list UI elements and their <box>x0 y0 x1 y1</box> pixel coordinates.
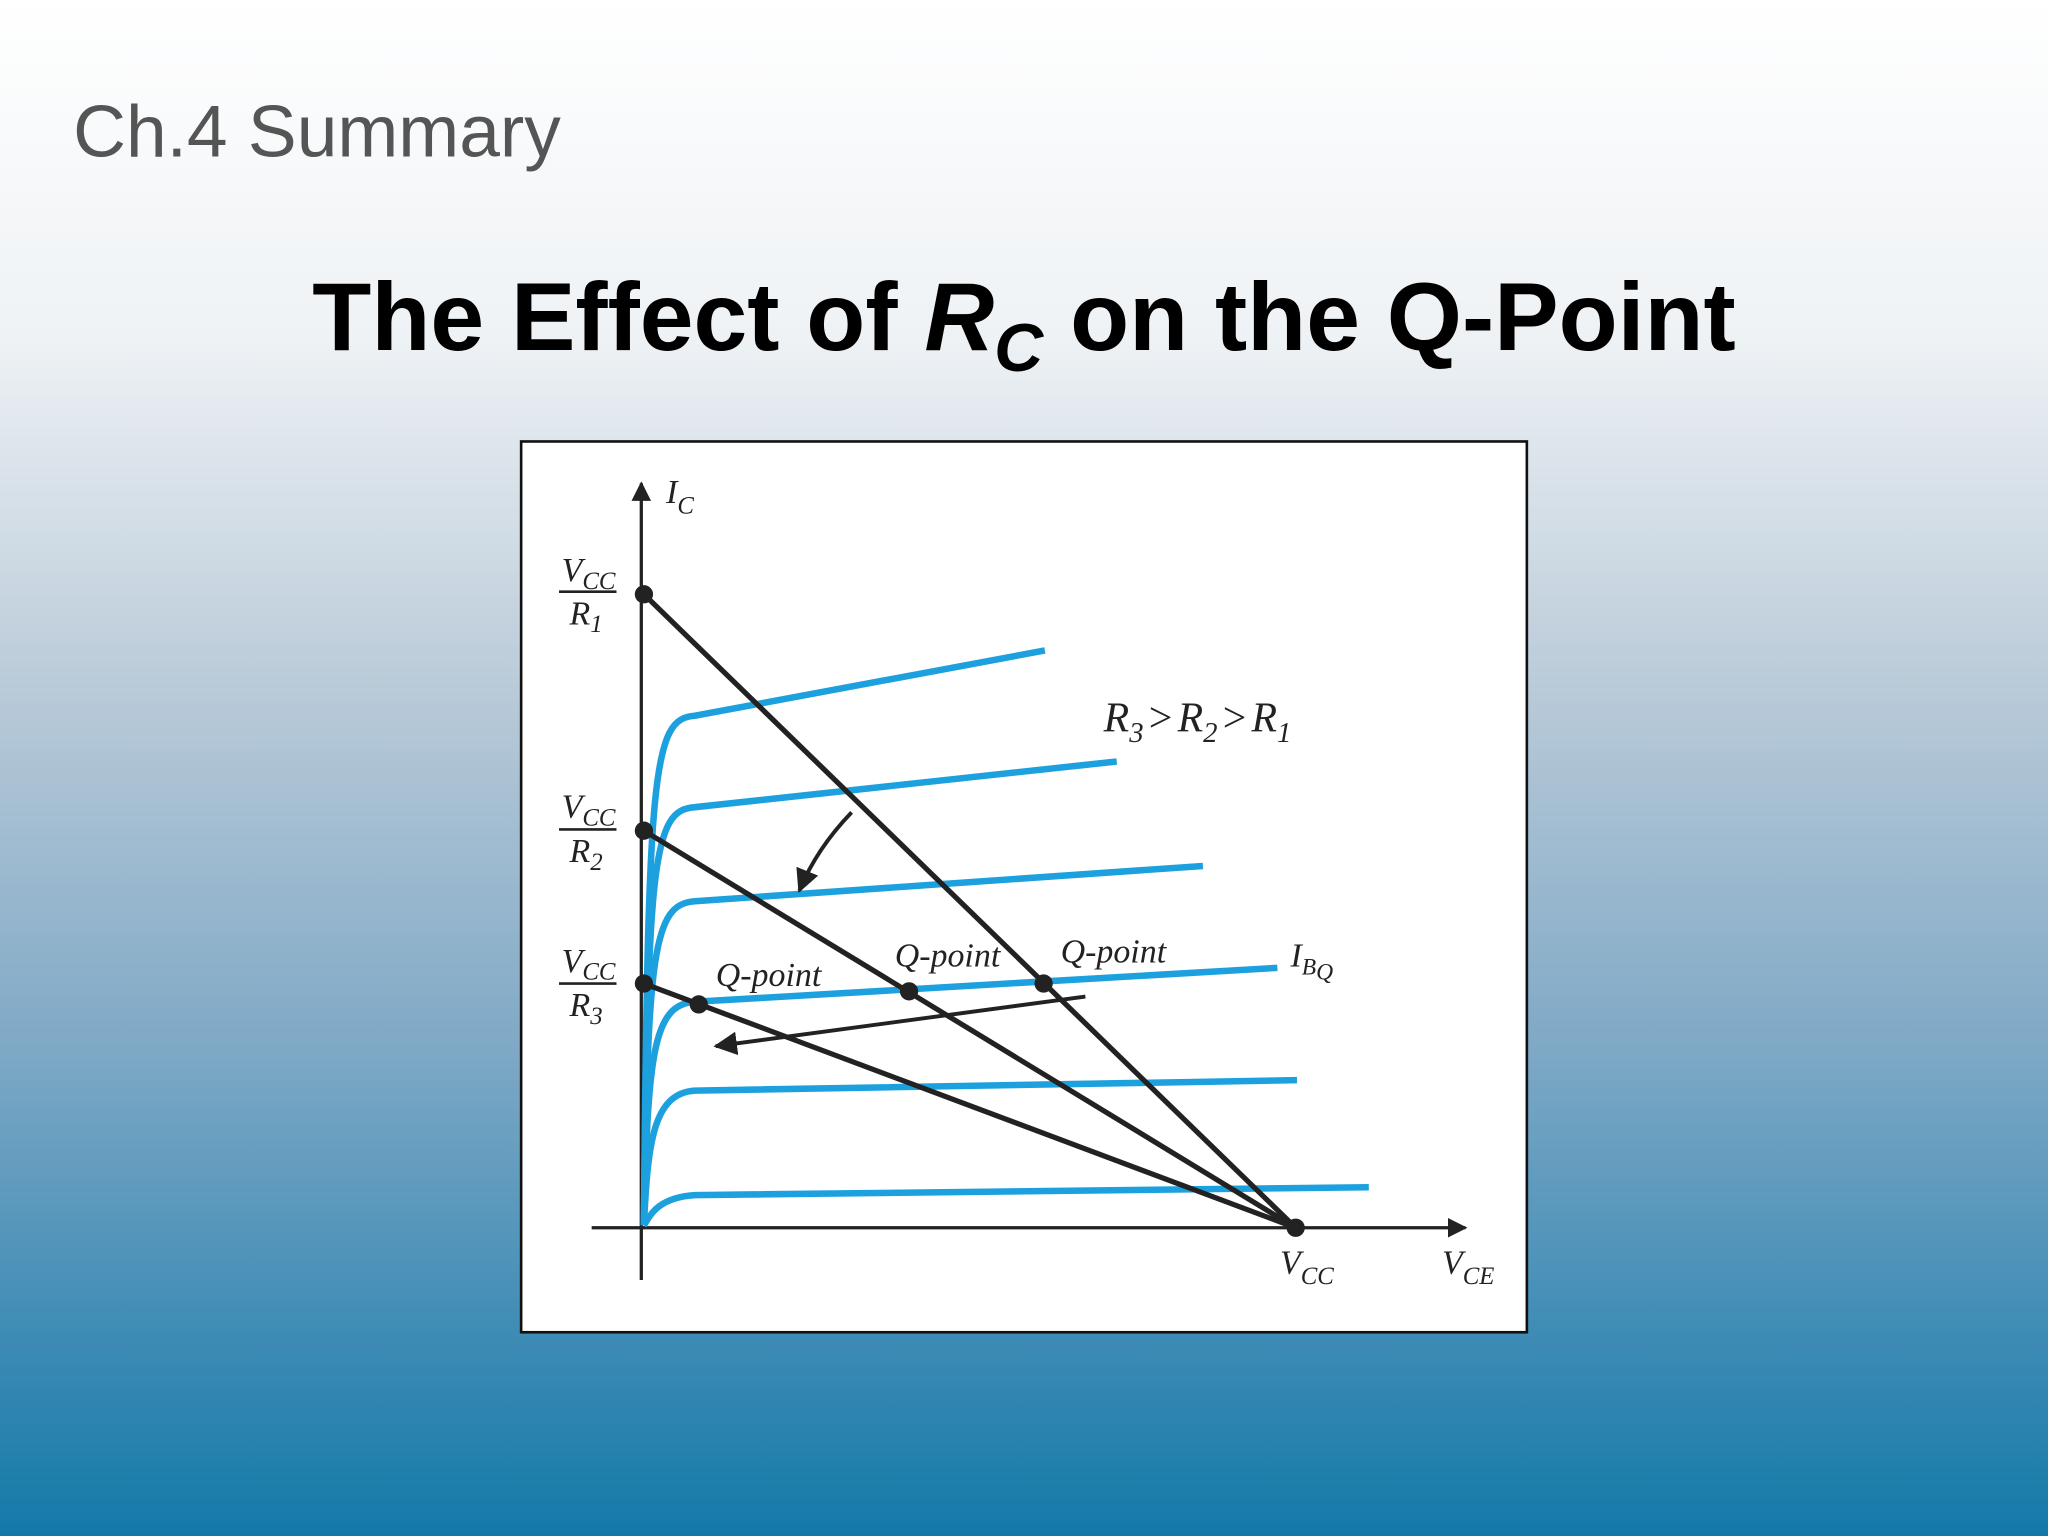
subscript: 3 <box>589 1003 602 1030</box>
symbol: R <box>1251 695 1278 741</box>
symbol: V <box>1280 1244 1304 1281</box>
operator: > <box>1149 695 1173 741</box>
symbol: V <box>562 943 586 980</box>
subscript: 2 <box>1203 717 1217 749</box>
x-axis-label: VCE <box>1442 1244 1494 1289</box>
vcc-label: VCC <box>1280 1244 1334 1289</box>
operator: > <box>1223 695 1247 741</box>
subscript: 1 <box>1277 717 1291 749</box>
load-line <box>642 828 1298 1230</box>
symbol: R <box>568 833 590 870</box>
y-axis-label: IC <box>665 474 694 519</box>
fraction: VCC R2 <box>559 789 617 876</box>
shift-arrow <box>713 994 1086 1056</box>
rotation-arrow <box>796 811 854 893</box>
title-symbol: R <box>924 264 994 371</box>
load-lines <box>642 592 1298 1231</box>
symbol: V <box>562 552 586 589</box>
svg-text:VCC: VCC <box>562 789 616 832</box>
subscript: 1 <box>590 611 602 638</box>
q-point-label: Q-point <box>1061 934 1168 971</box>
subscript: CC <box>1301 1263 1335 1290</box>
ibq-label: IBQ <box>1289 938 1333 986</box>
symbol: R <box>568 595 590 632</box>
svg-text:VCC: VCC <box>562 943 616 986</box>
intercept-point <box>634 974 654 993</box>
subscript: CE <box>1463 1263 1495 1290</box>
svg-text:VCC: VCC <box>562 552 616 595</box>
characteristic-curves <box>640 647 1369 1228</box>
title-text: on the Q-Point <box>1043 264 1735 371</box>
symbol: R <box>1103 695 1130 741</box>
curve <box>641 1184 1369 1228</box>
symbol: R <box>1177 695 1204 741</box>
subscript: B <box>1302 954 1316 980</box>
symbol: V <box>562 789 586 826</box>
symbol: R <box>568 987 590 1024</box>
resistance-relation: R3 > R2 > R1 <box>1103 695 1292 748</box>
points <box>634 585 1305 1237</box>
svg-text:R1: R1 <box>568 595 602 638</box>
diagram-frame <box>519 440 1529 1334</box>
load-line <box>642 592 1298 1230</box>
diagram: IC VCE VCC VCC R1 VCC R2 VCC R3 R3 > R2 > R1… <box>519 440 1529 1334</box>
q-point-label: Q-point <box>895 938 1002 975</box>
intercept-point <box>634 821 654 840</box>
subscript: 2 <box>590 849 602 876</box>
fraction: VCC R1 <box>559 552 617 638</box>
load-line <box>643 981 1297 1231</box>
symbol: V <box>1442 1244 1466 1281</box>
labels: IC VCE VCC VCC R1 VCC R2 VCC R3 R3 > R2 > R1… <box>559 474 1494 1290</box>
title-text: The Effect of <box>312 264 924 371</box>
q-point <box>899 982 919 1001</box>
q-point <box>1034 974 1053 993</box>
symbol: I <box>1289 938 1303 975</box>
svg-text:R3: R3 <box>568 987 602 1030</box>
symbol: I <box>665 474 679 511</box>
subscript: Q <box>1316 960 1333 986</box>
intercept-point <box>1286 1218 1305 1237</box>
subscript: 3 <box>1128 717 1143 749</box>
subscript: CC <box>582 959 616 986</box>
fraction: VCC R3 <box>559 943 617 1030</box>
intercept-point <box>634 585 654 604</box>
section-header: Ch.4 Summary <box>73 92 561 173</box>
svg-text:R2: R2 <box>568 833 602 876</box>
q-point <box>689 995 708 1014</box>
subscript: C <box>677 492 694 519</box>
curve <box>640 1076 1298 1226</box>
q-point-label: Q-point <box>716 957 823 994</box>
slide-title: The Effect of RC on the Q-Point <box>312 264 1735 386</box>
subscript: CC <box>582 804 616 831</box>
title-subscript: C <box>994 311 1044 386</box>
